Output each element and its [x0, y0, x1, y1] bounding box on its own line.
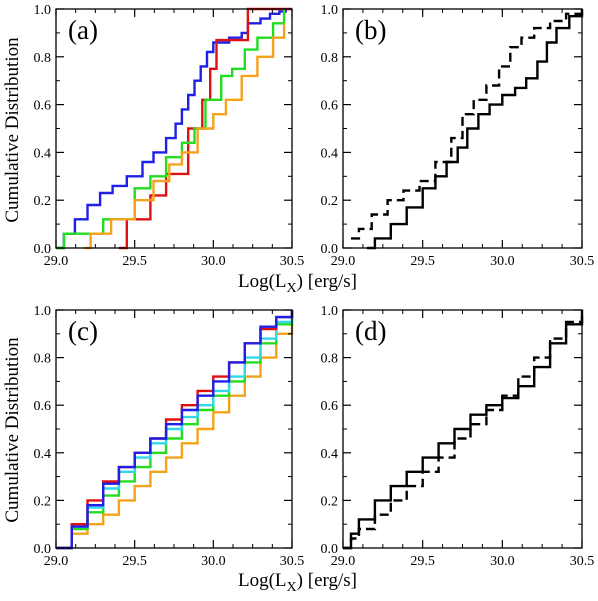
x-tick-label: 30.5: [280, 554, 305, 569]
y-tick-label: 0.8: [34, 352, 52, 367]
y-tick-label: 0.2: [321, 194, 339, 209]
y-tick-label: 0.6: [34, 99, 52, 114]
x-tick-label: 29.0: [44, 254, 69, 269]
y-tick-label: 0.4: [34, 146, 52, 161]
y-tick-label: 0.8: [321, 51, 339, 66]
x-tick-label: 30.0: [201, 554, 226, 569]
series-line-orange: [84, 23, 286, 250]
series-line-black: [366, 9, 584, 250]
x-tick-label: 30.5: [570, 554, 595, 569]
series-line-green: [56, 310, 294, 550]
series-line-black: [343, 310, 584, 550]
y-tick-label: 0.2: [34, 494, 52, 509]
x-tick-label: 29.5: [410, 254, 435, 269]
x-label-sub: X: [287, 281, 297, 296]
x-tick-label: 30.0: [490, 554, 515, 569]
x-tick-label: 30.0: [490, 254, 515, 269]
series-line-cyan: [56, 310, 294, 550]
series-line-blue: [56, 9, 287, 250]
series-line-orange: [56, 310, 294, 550]
x-tick-label: 30.0: [201, 254, 226, 269]
y-tick-label: 0.6: [34, 399, 52, 414]
x-label-sub: X: [287, 580, 297, 595]
x-tick-label: 29.5: [122, 254, 147, 269]
x-tick-label: 30.5: [570, 254, 595, 269]
panel-label: (d): [355, 316, 386, 346]
x-tick-label: 29.0: [44, 554, 69, 569]
y-tick-label: 1.0: [321, 3, 339, 18]
y-tick-label: 0.0: [34, 542, 52, 557]
series-line-blue: [56, 310, 294, 550]
x-tick-label: 29.5: [122, 554, 147, 569]
x-label-main: Log(L: [238, 271, 287, 292]
panel-label: (a): [68, 15, 98, 45]
x-tick-label: 29.0: [331, 254, 356, 269]
y-tick-label: 0.4: [321, 146, 339, 161]
panel-label: (b): [355, 15, 386, 45]
y-tick-label: 1.0: [321, 304, 339, 319]
y-tick-label: 0.0: [34, 242, 52, 257]
y-tick-label: 0.8: [321, 352, 339, 367]
panel-2: 29.0 29.5 30.0 30.5 0.0 0.2 0.4 0.6 0.8 1.0 (b): [321, 3, 595, 269]
y-axis-label-top: Cumulative Distribution: [2, 37, 23, 223]
x-label-unit: ) [erg/s]: [297, 271, 357, 292]
x-label-main: Log(L: [238, 570, 287, 591]
panel-label: (c): [68, 316, 98, 346]
y-tick-label: 0.2: [321, 494, 339, 509]
panel-1: 29.0 29.5 30.0 30.5 0.0 0.2 0.4 0.6 0.8 1.0 (a): [34, 3, 305, 269]
y-tick-label: 0.6: [321, 399, 339, 414]
y-tick-label: 0.6: [321, 99, 339, 114]
x-tick-label: 29.5: [410, 554, 435, 569]
x-tick-label: 30.5: [280, 254, 305, 269]
series-line-black-dashed: [343, 310, 584, 550]
x-tick-label: 29.0: [331, 554, 356, 569]
panel-4: 29.0 29.5 30.0 30.5 0.0 0.2 0.4 0.6 0.8 1.0 (d): [321, 304, 595, 569]
panel-3: 29.0 29.5 30.0 30.5 0.0 0.2 0.4 0.6 0.8 1.0 (c): [34, 304, 305, 569]
y-tick-label: 1.0: [34, 304, 52, 319]
x-label-unit: ) [erg/s]: [297, 570, 357, 591]
y-tick-label: 0.2: [34, 194, 52, 209]
y-tick-label: 0.4: [34, 447, 52, 462]
y-tick-label: 0.8: [34, 51, 52, 66]
y-tick-label: 0.0: [321, 542, 339, 557]
y-tick-label: 0.0: [321, 242, 339, 257]
y-axis-label-bottom: Cumulative Distribution: [2, 337, 23, 523]
series-line-black-dashed: [351, 9, 584, 240]
y-tick-label: 0.4: [321, 447, 339, 462]
x-axis-label-top: Log(LX) [erg/s]: [238, 271, 357, 296]
y-tick-label: 1.0: [34, 3, 52, 18]
x-axis-label-bottom: Log(LX) [erg/s]: [238, 570, 357, 595]
